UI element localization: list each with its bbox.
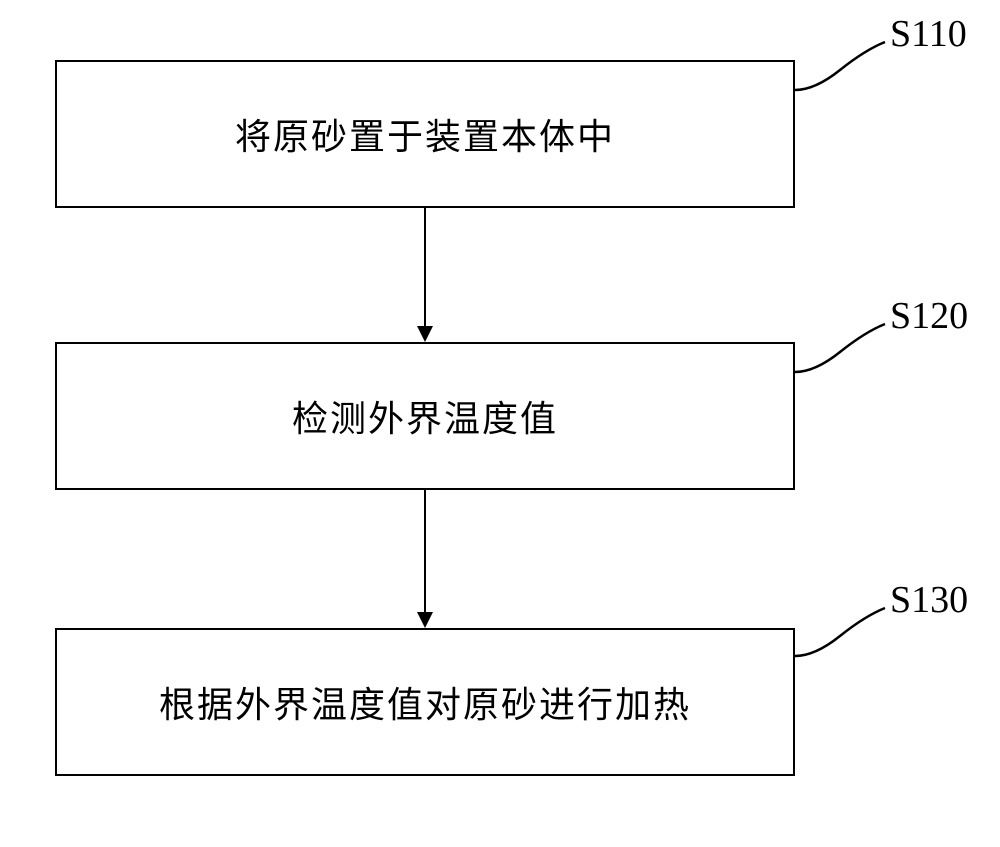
callout-curve-s120 — [790, 312, 900, 392]
callout-curve-s110 — [790, 30, 900, 110]
step-text-s110: 将原砂置于装置本体中 — [235, 108, 615, 160]
step-label-s120: S120 — [890, 294, 968, 338]
step-box-s110: 将原砂置于装置本体中 — [55, 60, 795, 208]
arrow-s110-s120 — [410, 208, 440, 348]
step-text-s130: 根据外界温度值对原砂进行加热 — [159, 676, 691, 728]
step-label-s130: S130 — [890, 578, 968, 622]
callout-curve-s130 — [790, 596, 900, 676]
step-text-s120: 检测外界温度值 — [292, 390, 558, 442]
flowchart-container: 将原砂置于装置本体中 S110 检测外界温度值 S120 根据外界温度值对原砂进… — [0, 0, 1000, 847]
step-label-s110: S110 — [890, 12, 967, 56]
arrow-s120-s130 — [410, 490, 440, 634]
step-box-s120: 检测外界温度值 — [55, 342, 795, 490]
step-box-s130: 根据外界温度值对原砂进行加热 — [55, 628, 795, 776]
